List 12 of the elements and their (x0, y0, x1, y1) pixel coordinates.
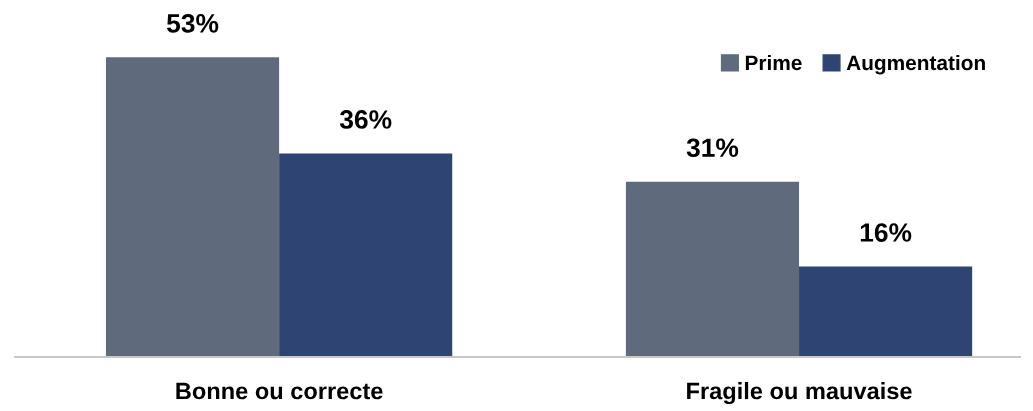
data-label: 31% (686, 138, 739, 158)
x-tick-label: Fragile ou mauvaise (687, 382, 912, 405)
bar (799, 266, 973, 357)
legend-label: Augmentation (846, 54, 985, 75)
x-tick-label: Bonne ou correcte (176, 382, 383, 400)
bar (625, 181, 800, 357)
data-label: 16% (860, 223, 912, 242)
data-label: 53% (166, 14, 219, 33)
data-label: 36% (339, 110, 392, 129)
legend-label: Prime (745, 54, 802, 71)
bar (105, 57, 280, 357)
bar (279, 153, 453, 357)
